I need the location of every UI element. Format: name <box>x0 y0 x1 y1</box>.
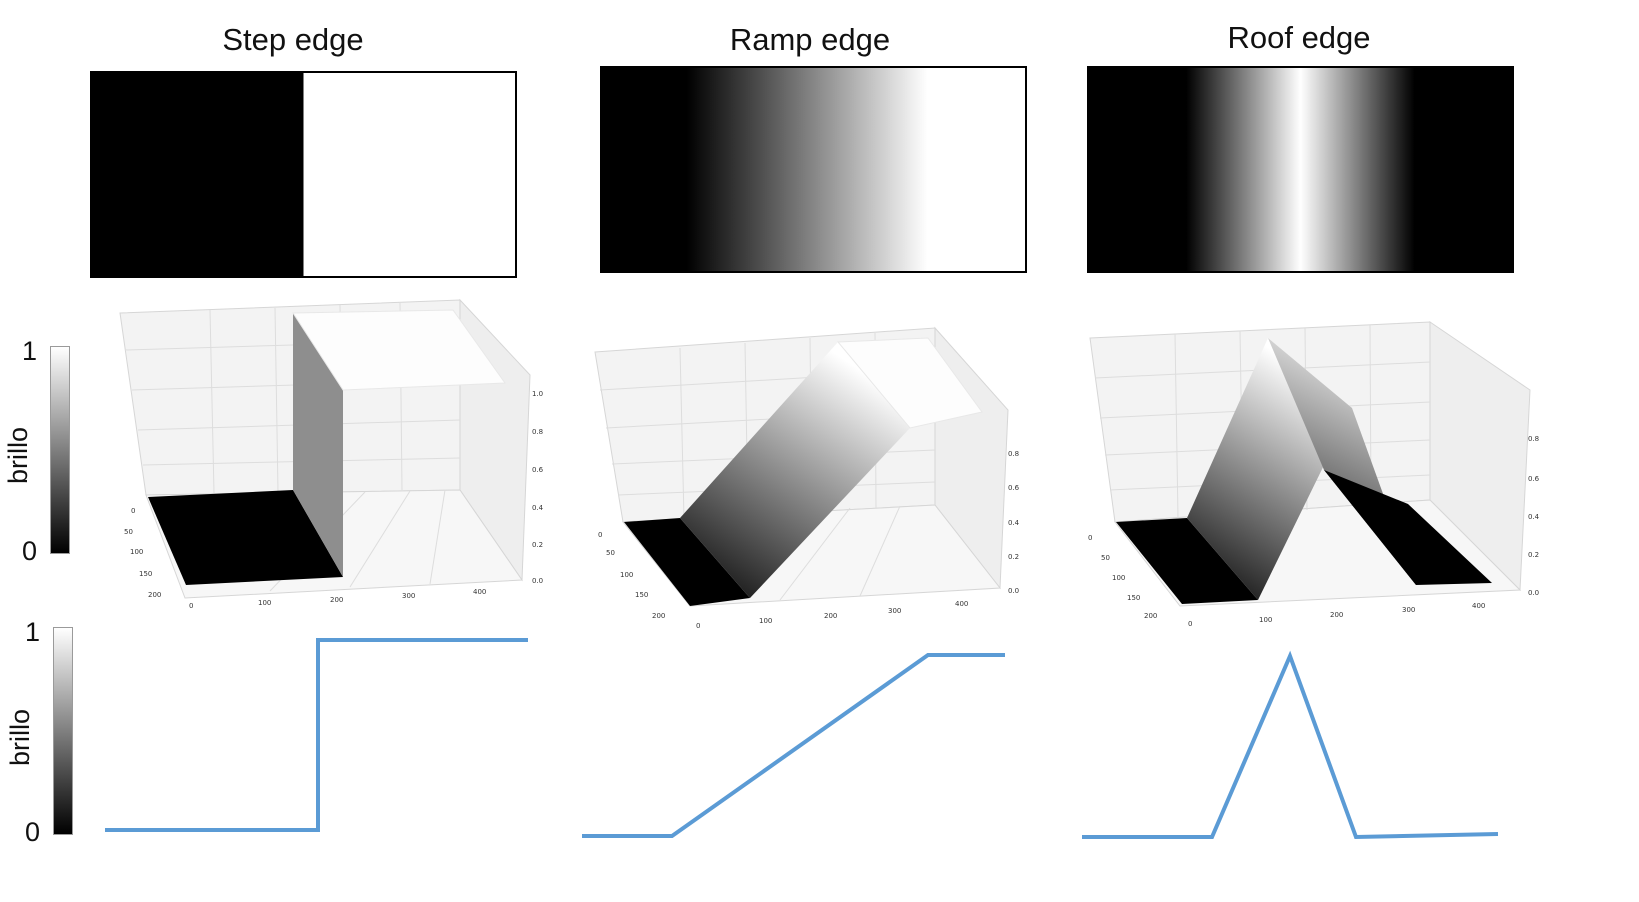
roof-y-tick-4: 200 <box>1144 612 1157 620</box>
roof-z-tick-1: 0.2 <box>1528 551 1539 559</box>
ramp-y-tick-2: 100 <box>620 571 633 579</box>
step-z-tick-5: 1.0 <box>532 390 543 398</box>
ramp-x-tick-4: 400 <box>955 600 968 608</box>
roof-edge-image <box>1087 66 1514 273</box>
roof-y-tick-0: 0 <box>1088 534 1092 542</box>
roof-surface-low-left <box>1116 518 1258 604</box>
colorbar-top-min-label: 0 <box>22 536 38 566</box>
step-x-tick-1: 100 <box>258 599 271 607</box>
roof-x-tick-3: 300 <box>1402 606 1415 614</box>
step-z-tick-0: 0.0 <box>532 577 543 585</box>
title-ramp-edge: Ramp edge <box>729 22 891 57</box>
ramp-x-tick-2: 200 <box>824 612 837 620</box>
step-surface-plot: 0.0 0.2 0.4 0.6 0.8 1.0 0 100 200 300 40… <box>119 298 544 610</box>
colorbar-bottom <box>53 627 73 835</box>
ramp-z-tick-0: 0.0 <box>1008 587 1019 595</box>
roof-y-tick-1: 50 <box>1101 554 1110 562</box>
roof-y-tick-3: 150 <box>1127 594 1140 602</box>
step-surface-low <box>148 490 343 585</box>
step-x-tick-0: 0 <box>189 602 193 610</box>
ramp-profile-line <box>582 653 1005 838</box>
step-y-tick-2: 100 <box>130 548 143 556</box>
step-z-tick-3: 0.6 <box>532 466 544 474</box>
step-y-tick-1: 50 <box>124 528 133 536</box>
ramp-z-tick-2: 0.4 <box>1008 519 1020 527</box>
step-y-tick-3: 150 <box>139 570 152 578</box>
step-x-tick-4: 400 <box>473 588 486 596</box>
step-z-tick-4: 0.8 <box>532 428 543 436</box>
roof-x-tick-2: 200 <box>1330 611 1343 619</box>
roof-z-tick-3: 0.6 <box>1528 475 1540 483</box>
step-edge-image <box>90 71 517 278</box>
roof-y-tick-2: 100 <box>1112 574 1125 582</box>
ramp-x-tick-0: 0 <box>696 622 700 630</box>
colorbar-bottom-max-label: 1 <box>25 617 41 647</box>
roof-surface-plot: 0.0 0.2 0.4 0.6 0.8 0 100 200 300 400 0 … <box>1088 321 1540 628</box>
ramp-y-tick-1: 50 <box>606 549 615 557</box>
ramp-z-tick-1: 0.2 <box>1008 553 1019 561</box>
roof-surface-low-right <box>1324 470 1492 585</box>
ramp-edge-image <box>600 66 1027 273</box>
title-step-edge: Step edge <box>222 22 364 57</box>
ramp-x-tick-3: 300 <box>888 607 901 615</box>
roof-x-tick-1: 100 <box>1259 616 1272 624</box>
colorbar-top-max-label: 1 <box>22 336 38 366</box>
colorbar-top <box>50 346 70 554</box>
step-surface-high <box>292 309 506 391</box>
title-roof-edge: Roof edge <box>1227 20 1371 55</box>
roof-x-tick-4: 400 <box>1472 602 1485 610</box>
step-profile-line <box>105 638 528 832</box>
step-x-tick-2: 200 <box>330 596 343 604</box>
step-z-tick-1: 0.2 <box>532 541 543 549</box>
ramp-surface-slope <box>680 342 910 598</box>
step-y-tick-0: 0 <box>131 507 135 515</box>
step-y-tick-4: 200 <box>148 591 161 599</box>
roof-z-tick-4: 0.8 <box>1528 435 1539 443</box>
step-surface-wall <box>293 313 343 577</box>
step-x-tick-3: 300 <box>402 592 415 600</box>
ramp-x-tick-1: 100 <box>759 617 772 625</box>
ramp-surface-plot: 0.0 0.2 0.4 0.6 0.8 0 100 200 300 400 0 … <box>594 326 1020 630</box>
ramp-y-tick-4: 200 <box>652 612 665 620</box>
roof-profile-line <box>1082 650 1499 840</box>
ramp-surface-high <box>836 337 983 429</box>
roof-z-tick-0: 0.0 <box>1528 589 1539 597</box>
colorbar-bottom-min-label: 0 <box>25 817 41 847</box>
step-z-tick-2: 0.4 <box>532 504 544 512</box>
ramp-z-tick-3: 0.6 <box>1008 484 1020 492</box>
roof-z-tick-2: 0.4 <box>1528 513 1540 521</box>
ramp-z-tick-4: 0.8 <box>1008 450 1019 458</box>
ramp-surface-low <box>624 518 750 606</box>
ramp-y-tick-0: 0 <box>598 531 602 539</box>
roof-x-tick-0: 0 <box>1188 620 1192 628</box>
ramp-y-tick-3: 150 <box>635 591 648 599</box>
